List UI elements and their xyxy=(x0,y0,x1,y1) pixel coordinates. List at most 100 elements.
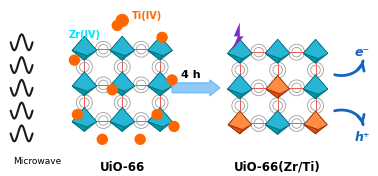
Polygon shape xyxy=(148,36,160,51)
Polygon shape xyxy=(160,51,172,60)
Polygon shape xyxy=(160,86,172,96)
Circle shape xyxy=(135,134,145,144)
Polygon shape xyxy=(228,54,242,63)
Polygon shape xyxy=(228,111,251,130)
Circle shape xyxy=(107,85,117,95)
Polygon shape xyxy=(160,122,172,131)
Polygon shape xyxy=(148,72,160,86)
Polygon shape xyxy=(303,75,328,94)
Polygon shape xyxy=(148,72,172,91)
Polygon shape xyxy=(110,122,125,131)
Polygon shape xyxy=(316,89,328,99)
Polygon shape xyxy=(304,111,316,125)
Polygon shape xyxy=(110,82,122,96)
Text: Microwave: Microwave xyxy=(12,157,61,166)
Polygon shape xyxy=(303,89,318,99)
Polygon shape xyxy=(266,89,280,98)
Polygon shape xyxy=(84,122,97,131)
Text: h⁺: h⁺ xyxy=(355,131,370,144)
Polygon shape xyxy=(122,122,135,131)
Polygon shape xyxy=(266,76,278,89)
Polygon shape xyxy=(228,75,252,94)
Text: Zr(IV): Zr(IV) xyxy=(68,30,101,40)
Polygon shape xyxy=(82,72,97,86)
Polygon shape xyxy=(313,111,327,125)
Polygon shape xyxy=(110,108,122,122)
Polygon shape xyxy=(240,89,252,99)
Polygon shape xyxy=(82,108,97,122)
Polygon shape xyxy=(148,86,163,96)
Polygon shape xyxy=(316,54,328,63)
Polygon shape xyxy=(316,125,327,134)
Polygon shape xyxy=(72,122,87,131)
Polygon shape xyxy=(228,39,240,54)
Polygon shape xyxy=(148,108,160,122)
Circle shape xyxy=(169,121,179,131)
Polygon shape xyxy=(303,39,328,59)
Polygon shape xyxy=(120,36,135,51)
Circle shape xyxy=(116,15,128,26)
Polygon shape xyxy=(228,75,240,89)
Polygon shape xyxy=(265,54,280,63)
Polygon shape xyxy=(110,108,135,127)
Polygon shape xyxy=(240,125,251,134)
Polygon shape xyxy=(110,86,125,96)
Polygon shape xyxy=(148,51,163,60)
Text: UiO-66: UiO-66 xyxy=(100,161,145,174)
Polygon shape xyxy=(228,50,240,63)
Polygon shape xyxy=(148,122,163,131)
Polygon shape xyxy=(303,85,316,99)
Polygon shape xyxy=(313,75,328,89)
Polygon shape xyxy=(72,51,87,60)
Polygon shape xyxy=(237,111,251,125)
Polygon shape xyxy=(232,23,244,50)
Polygon shape xyxy=(84,51,97,60)
Polygon shape xyxy=(110,47,122,60)
Polygon shape xyxy=(72,47,84,60)
Polygon shape xyxy=(237,39,252,54)
Polygon shape xyxy=(72,36,84,51)
Circle shape xyxy=(73,110,82,120)
Polygon shape xyxy=(158,72,172,86)
Polygon shape xyxy=(228,39,252,59)
Polygon shape xyxy=(148,118,160,131)
Polygon shape xyxy=(265,39,278,54)
Polygon shape xyxy=(303,75,316,89)
Text: UiO-66(Zr/Ti): UiO-66(Zr/Ti) xyxy=(234,161,321,174)
Polygon shape xyxy=(228,111,240,125)
Polygon shape xyxy=(265,111,290,130)
Polygon shape xyxy=(110,72,135,91)
Polygon shape xyxy=(72,118,84,131)
Polygon shape xyxy=(228,121,240,134)
Polygon shape xyxy=(303,39,316,54)
Polygon shape xyxy=(237,75,252,89)
Polygon shape xyxy=(84,86,97,96)
Polygon shape xyxy=(110,118,122,131)
Polygon shape xyxy=(110,36,135,56)
Polygon shape xyxy=(82,36,97,51)
FancyArrow shape xyxy=(172,80,220,96)
Polygon shape xyxy=(275,111,290,125)
Text: 4 h: 4 h xyxy=(181,70,201,80)
Circle shape xyxy=(157,32,167,42)
Polygon shape xyxy=(265,50,278,63)
Polygon shape xyxy=(304,125,318,134)
Polygon shape xyxy=(120,72,135,86)
Polygon shape xyxy=(275,76,290,89)
Polygon shape xyxy=(72,86,87,96)
Polygon shape xyxy=(304,121,316,134)
Polygon shape xyxy=(72,82,84,96)
Polygon shape xyxy=(72,108,84,122)
Circle shape xyxy=(70,55,79,65)
Polygon shape xyxy=(110,72,122,86)
Polygon shape xyxy=(72,36,97,56)
Polygon shape xyxy=(110,51,125,60)
Polygon shape xyxy=(72,108,97,127)
Polygon shape xyxy=(278,89,290,98)
Polygon shape xyxy=(122,86,135,96)
Polygon shape xyxy=(278,54,290,63)
Circle shape xyxy=(152,110,162,120)
Polygon shape xyxy=(72,72,84,86)
Polygon shape xyxy=(228,125,242,134)
Polygon shape xyxy=(313,39,328,54)
